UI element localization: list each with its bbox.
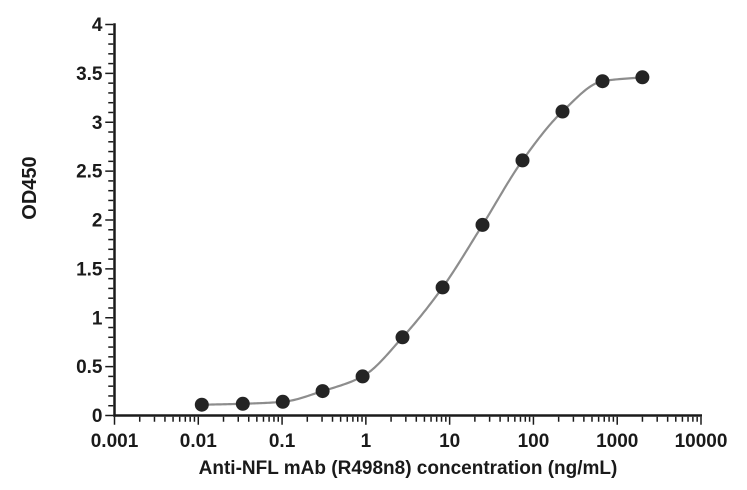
x-tick-label: 10000 [675, 431, 728, 452]
x-tick-label: 0.1 [269, 431, 296, 452]
y-tick-label: 1.5 [76, 259, 103, 280]
data-point [595, 74, 610, 89]
y-axis-title: OD450 [19, 156, 41, 219]
y-tick-label: 4 [92, 15, 103, 36]
y-tick-label: 0 [92, 406, 103, 427]
data-point [355, 369, 370, 384]
tick-marks [105, 23, 702, 425]
y-tick-label: 1 [92, 308, 103, 329]
x-tick-label: 0.01 [180, 431, 217, 452]
x-tick-label: 1000 [596, 431, 638, 452]
x-tick-label: 1 [361, 431, 372, 452]
data-point [435, 280, 450, 295]
x-tick-label: 0.001 [91, 431, 139, 452]
y-tick-label: 2.5 [76, 162, 103, 183]
fit-curve [201, 76, 643, 406]
x-axis-title: Anti-NFL mAb (R498n8) concentration (ng/… [199, 458, 618, 479]
data-point [475, 217, 490, 232]
axes [113, 23, 702, 417]
data-point [275, 394, 290, 409]
tick-labels: 0 0.5 1 1.5 2 2.5 3 3.5 4 0.001 0.01 0.1 1 10 100 1000 1… [76, 15, 727, 452]
data-point [194, 397, 209, 412]
y-tick-label: 3 [92, 113, 103, 134]
data-point [235, 396, 250, 411]
data-point [515, 153, 530, 168]
data-point [555, 104, 570, 119]
data-point [395, 330, 410, 345]
y-tick-label: 3.5 [76, 64, 103, 85]
y-tick-label: 2 [92, 211, 103, 232]
x-tick-label: 100 [518, 431, 550, 452]
y-tick-label: 0.5 [76, 357, 103, 378]
data-point [635, 70, 650, 85]
x-tick-label: 10 [439, 431, 460, 452]
data-points [194, 70, 650, 412]
data-point [315, 384, 330, 399]
